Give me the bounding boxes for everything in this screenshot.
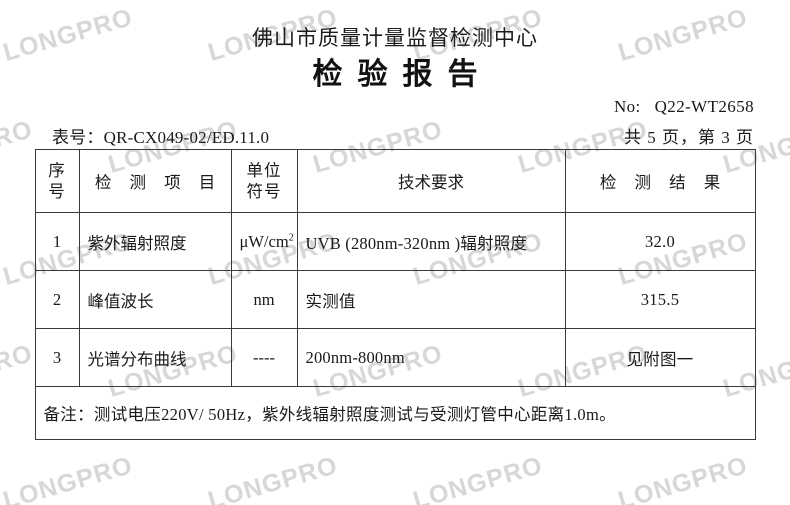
row-item: 紫外辐射照度 [78,212,232,272]
row-requirement: UVB (280nm-320nm )辐射照度 [296,212,566,272]
test-results-table: 序 号 检 测 项 目 单位 符号 技术要求 检 测 结 [34,149,756,441]
row-unit: ---- [230,328,298,388]
row-index: 3 [34,328,80,388]
header-index-line1: 序 [48,161,66,181]
row-index: 1 [34,212,80,272]
page-count: 共 5 页，第 3 页 [624,128,754,148]
report-number-label: No: [613,97,641,117]
header-result: 检 测 结 果 [564,149,756,214]
report-number-value: Q22-WT2658 [654,97,754,117]
row-index: 2 [34,270,80,330]
table-row: 2 峰值波长 nm 实测值 315.5 [34,270,756,330]
row-unit: μW/cm2 [230,212,298,272]
header-result-label: 检 测 结 果 [599,173,728,193]
row-item: 光谱分布曲线 [78,328,232,388]
row-unit-base: μW/cm [239,231,289,251]
document-header: 佛山市质量计量监督检测中心 检验报告 [0,0,790,93]
header-requirement-label: 技术要求 [398,173,464,193]
report-number: No: Q22-WT2658 [614,97,754,117]
row-requirement: 200nm-800nm [296,328,566,388]
table-header: 序 号 检 测 项 目 单位 符号 技术要求 检 测 结 [34,149,756,214]
table-row: 3 光谱分布曲线 ---- 200nm-800nm 见附图一 [34,328,756,388]
organization-name: 佛山市质量计量监督检测中心 [252,26,538,50]
document-meta: No: Q22-WT2658 表号：QR-CX049-02/ED.11.0 共 … [0,95,790,147]
row-result: 315.5 [564,270,756,330]
row-unit-base: ---- [253,347,275,367]
header-requirement: 技术要求 [296,149,566,214]
row-result: 32.0 [564,212,756,272]
row-unit-base: nm [253,289,275,309]
header-unit: 单位 符号 [230,149,298,214]
table-row: 1 紫外辐射照度 μW/cm2 UVB (280nm-320nm )辐射照度 3… [34,212,756,272]
page-title: 检验报告 [312,58,493,92]
header-item: 检 测 项 目 [78,149,232,214]
row-requirement: 实测值 [296,270,566,330]
form-number: 表号：QR-CX049-02/ED.11.0 [52,128,270,148]
row-result: 见附图一 [564,328,756,388]
table-header-row: 序 号 检 测 项 目 单位 符号 技术要求 检 测 结 [34,149,756,214]
header-index-line2: 号 [48,182,66,202]
header-unit-line1: 单位 [246,161,282,181]
row-item: 峰值波长 [78,270,232,330]
row-unit-exponent: 2 [288,232,294,244]
row-unit: nm [230,270,298,330]
table-body: 1 紫外辐射照度 μW/cm2 UVB (280nm-320nm )辐射照度 3… [34,212,756,441]
header-index: 序 号 [34,149,80,214]
table-remark-row: 备注：测试电压220V/ 50Hz，紫外线辐射照度测试与受测灯管中心距离1.0m… [34,386,756,441]
header-item-label: 检 测 项 目 [94,173,223,193]
header-unit-line2: 符号 [246,182,282,202]
remark-text: 备注：测试电压220V/ 50Hz，紫外线辐射照度测试与受测灯管中心距离1.0m… [34,386,756,441]
